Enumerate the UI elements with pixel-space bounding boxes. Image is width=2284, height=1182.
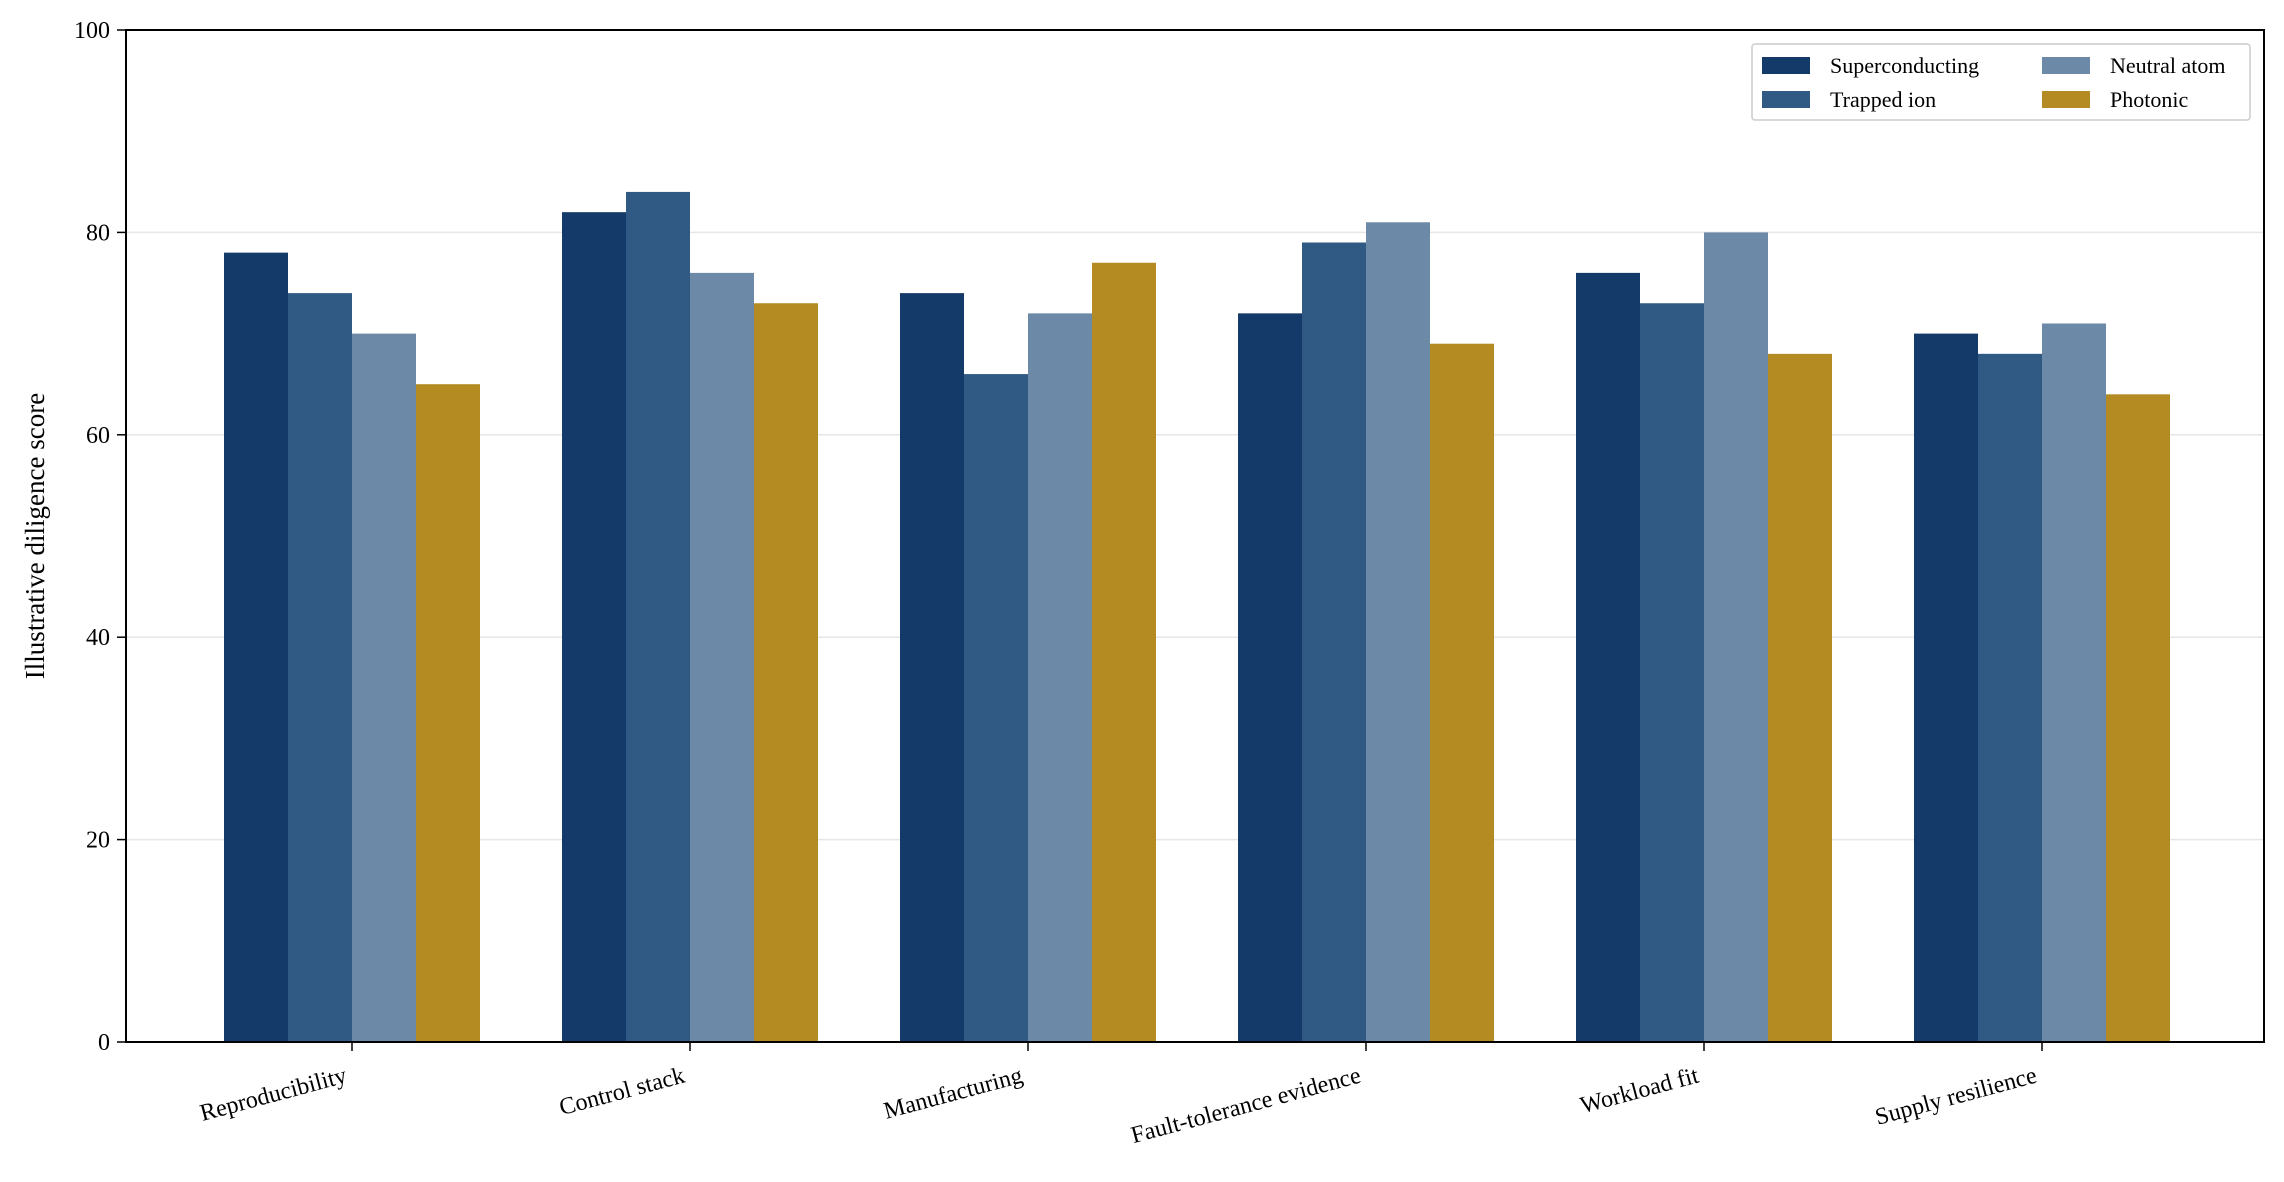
bar [1978, 353, 2042, 1043]
bar [1238, 313, 1302, 1042]
bar [754, 303, 818, 1042]
legend-label: Photonic [2110, 87, 2188, 112]
x-tick-label: Manufacturing [881, 1063, 1025, 1125]
x-tick-label: Control stack [557, 1063, 688, 1121]
y-tick-label: 40 [86, 625, 110, 651]
x-tick-label: Reproducibility [197, 1063, 349, 1127]
legend-label: Neutral atom [2110, 53, 2225, 78]
legend-swatch [1762, 57, 1810, 74]
y-axis-label: Illustrative diligence score [20, 393, 50, 679]
legend-swatch [1762, 91, 1810, 108]
bar [2106, 394, 2170, 1042]
bar [1028, 313, 1092, 1042]
y-tick-label: 80 [86, 220, 110, 246]
bar [900, 293, 964, 1042]
bar [224, 252, 288, 1042]
x-tick-label: Fault-tolerance evidence [1128, 1063, 1363, 1149]
x-tick-label: Supply resilience [1873, 1063, 2040, 1131]
legend-label: Trapped ion [1830, 87, 1936, 112]
y-tick-label: 60 [86, 423, 110, 449]
bar [1302, 242, 1366, 1042]
bar [416, 384, 480, 1042]
y-tick-label: 0 [98, 1030, 110, 1056]
y-axis: 0 20 40 60 80 100 [74, 18, 126, 1056]
legend-label: Superconducting [1830, 53, 1979, 78]
plot-frame [125, 29, 2265, 1043]
bar [352, 333, 416, 1043]
legend: Superconducting Trapped ion Neutral atom Ph… [1751, 43, 2251, 121]
bar [964, 374, 1028, 1043]
bar [1704, 232, 1768, 1042]
bar [690, 272, 754, 1042]
bar [562, 212, 626, 1042]
bar [1768, 353, 1832, 1043]
x-axis: Reproducibility Control stack Manufacturin… [197, 1042, 2043, 1149]
legend-swatch [2042, 91, 2090, 108]
bar [1430, 343, 1494, 1043]
bar [288, 293, 352, 1042]
bar [1914, 333, 1978, 1043]
x-tick-label: Workload fit [1578, 1063, 1702, 1120]
bar [626, 191, 690, 1043]
bar [1640, 303, 1704, 1042]
bar [1576, 272, 1640, 1042]
legend-box [1751, 43, 2251, 121]
bars [224, 191, 2170, 1043]
bar [1092, 262, 1156, 1042]
bar [1366, 222, 1430, 1042]
legend-swatch [2042, 57, 2090, 74]
bar [2042, 323, 2106, 1043]
y-tick-label: 100 [74, 18, 110, 44]
y-tick-label: 20 [86, 828, 110, 854]
gridlines [126, 231, 2264, 841]
